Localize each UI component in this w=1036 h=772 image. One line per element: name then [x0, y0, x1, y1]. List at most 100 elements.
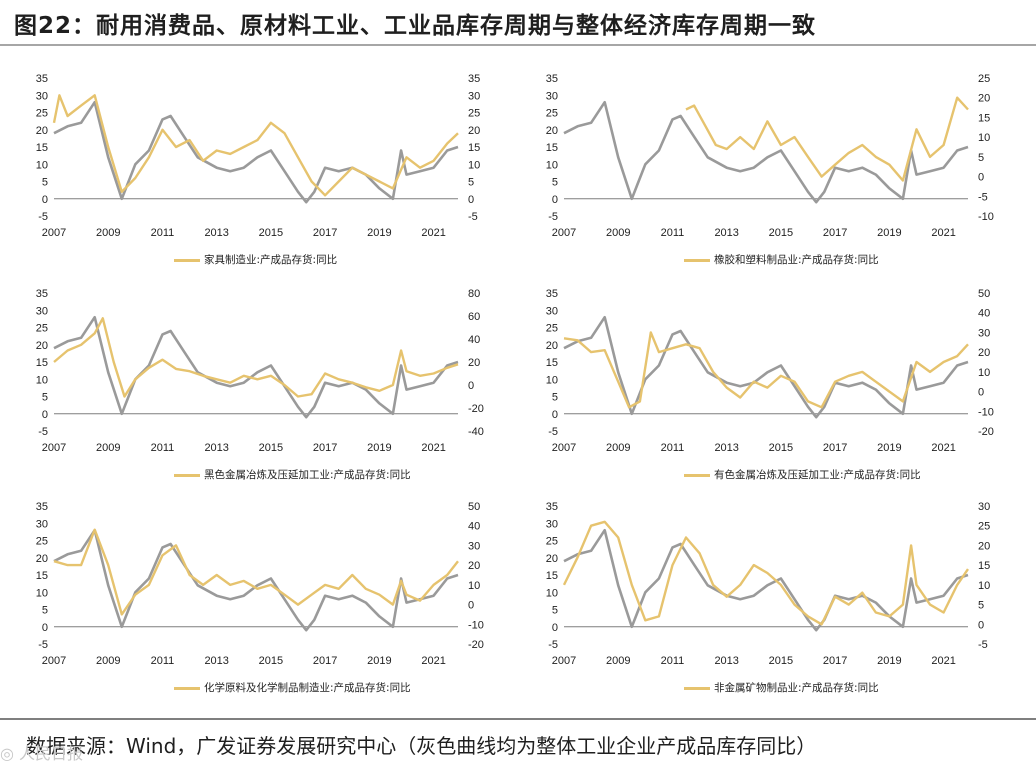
x-tick-label: 2015	[259, 442, 283, 454]
x-tick-label: 2021	[931, 227, 955, 239]
x-tick-label: 2015	[259, 227, 283, 239]
figure-title: 图22：耐用消费品、原材料工业、工业品库存周期与整体经济库存周期一致	[14, 13, 817, 39]
x-tick-label: 2009	[96, 227, 120, 239]
left-tick-label: -5	[38, 639, 48, 651]
right-tick-label: -10	[978, 211, 994, 223]
legend-swatch	[684, 258, 710, 262]
source-note: 数据来源：Wind，广发证券发展研究中心（灰色曲线均为整体工业企业产成品库存同比…	[26, 734, 817, 758]
right-tick-label: 10	[468, 580, 480, 592]
left-tick-label: 5	[552, 605, 558, 617]
right-tick-label: 20	[468, 125, 480, 137]
chart-legend: 橡胶和塑料制品业:产成品存货:同比	[684, 252, 879, 267]
right-tick-label: -20	[978, 426, 994, 438]
x-tick-label: 2017	[313, 655, 337, 667]
left-tick-label: 5	[42, 177, 48, 189]
left-tick-label: 20	[36, 553, 48, 565]
x-tick-label: 2019	[367, 227, 391, 239]
left-tick-label: 25	[546, 323, 558, 335]
watermark: ◎ 人民日报	[0, 744, 84, 763]
left-tick-label: 15	[36, 570, 48, 582]
right-tick-label: 0	[468, 600, 474, 612]
left-tick-label: 20	[546, 340, 558, 352]
x-tick-label: 2019	[877, 442, 901, 454]
overall-series-line	[563, 100, 969, 204]
right-tick-label: 0	[978, 387, 984, 399]
x-tick-label: 2011	[661, 655, 685, 667]
chart-legend: 有色金属冶炼及压延加工业:产成品存货:同比	[684, 467, 921, 482]
right-tick-label: 0	[468, 194, 474, 206]
right-tick-label: 35	[468, 73, 480, 85]
chart-panel-6: -5 0 5 10 15 20 25 30 35 -5 0 5 10 15 20 25 30 2007 2009 20…	[524, 494, 1024, 704]
x-tick-label: 2015	[769, 655, 793, 667]
x-tick-label: 2007	[42, 227, 66, 239]
right-tick-label: 0	[978, 172, 984, 184]
legend-swatch	[174, 258, 200, 262]
right-tick-label: 25	[978, 521, 990, 533]
left-tick-label: 15	[36, 357, 48, 369]
chart-svg: -5 0 5 10 15 20 25 30 35 -5 0 5 10 15 20 25 30 35 2007 2009…	[36, 73, 481, 239]
chart-svg: -5 0 5 10 15 20 25 30 35 -20 -10 0 10 20 30 40 50 2007 200…	[36, 501, 484, 667]
right-tick-label: 5	[978, 600, 984, 612]
source-divider	[0, 718, 1036, 720]
x-tick-label: 2021	[931, 655, 955, 667]
left-tick-label: 20	[546, 125, 558, 137]
left-tick-label: 30	[546, 90, 558, 102]
legend-label: 非金属矿物制品业:产成品存货:同比	[714, 682, 879, 694]
x-tick-label: 2007	[552, 442, 576, 454]
right-tick-label: 15	[978, 112, 990, 124]
right-tick-label: 40	[468, 521, 480, 533]
chart-legend: 化学原料及化学制品制造业:产成品存货:同比	[174, 680, 411, 695]
x-tick-label: 2013	[204, 655, 228, 667]
industry-series-line	[563, 331, 969, 409]
left-tick-label: 35	[36, 288, 48, 300]
x-tick-label: 2017	[823, 442, 847, 454]
x-tick-label: 2009	[606, 227, 630, 239]
x-tick-label: 2015	[769, 442, 793, 454]
chart-svg: -5 0 5 10 15 20 25 30 35 -20 -10 0 10 20 30 40 50 2007 200…	[546, 288, 994, 454]
x-tick-label: 2021	[931, 442, 955, 454]
left-tick-label: -5	[548, 426, 558, 438]
left-tick-label: 20	[36, 125, 48, 137]
industry-series-line	[52, 94, 459, 197]
x-tick-label: 2021	[421, 227, 445, 239]
x-tick-label: 2009	[96, 655, 120, 667]
right-tick-label: 60	[468, 311, 480, 323]
legend-swatch	[684, 686, 710, 690]
right-tick-label: 50	[978, 288, 990, 300]
x-tick-label: 2019	[367, 442, 391, 454]
legend-label: 橡胶和塑料制品业:产成品存货:同比	[714, 254, 879, 266]
x-tick-label: 2009	[606, 442, 630, 454]
legend-label: 黑色金属冶炼及压延加工业:产成品存货:同比	[204, 469, 411, 481]
left-tick-label: 15	[36, 142, 48, 154]
chart-svg: -5 0 5 10 15 20 25 30 35 -10 -5 0 5 10 15 20 25 2007 2009 2…	[546, 73, 994, 239]
x-tick-label: 2011	[661, 442, 685, 454]
legend-swatch	[174, 473, 200, 477]
right-tick-label: -10	[468, 619, 484, 631]
overall-series-line	[53, 100, 459, 204]
chart-svg: -5 0 5 10 15 20 25 30 35 -40 -20 0 20 40 60 80 2007 2009 2…	[36, 288, 484, 454]
right-tick-label: 30	[468, 90, 480, 102]
chart-panel-2: -5 0 5 10 15 20 25 30 35 -10 -5 0 5 10 15 20 25 2007 2009 2…	[524, 66, 1024, 276]
left-tick-label: 25	[36, 108, 48, 120]
left-tick-label: 25	[36, 323, 48, 335]
right-tick-label: 0	[468, 380, 474, 392]
left-tick-label: 25	[546, 108, 558, 120]
left-tick-label: 30	[36, 305, 48, 317]
x-tick-label: 2017	[823, 655, 847, 667]
right-tick-label: -5	[468, 211, 478, 223]
industry-series-line	[685, 96, 969, 182]
industry-series-line	[562, 520, 969, 626]
right-tick-label: 5	[978, 152, 984, 164]
right-tick-label: -5	[978, 639, 988, 651]
x-tick-label: 2017	[313, 442, 337, 454]
left-tick-label: 30	[546, 305, 558, 317]
x-tick-label: 2017	[313, 227, 337, 239]
left-tick-label: 10	[546, 587, 558, 599]
overall-series-line	[563, 528, 969, 632]
x-tick-label: 2013	[714, 227, 738, 239]
left-tick-label: 25	[36, 536, 48, 548]
right-tick-label: 10	[978, 132, 990, 144]
x-tick-label: 2017	[823, 227, 847, 239]
industry-series-line	[53, 317, 459, 398]
right-tick-label: 40	[978, 308, 990, 320]
